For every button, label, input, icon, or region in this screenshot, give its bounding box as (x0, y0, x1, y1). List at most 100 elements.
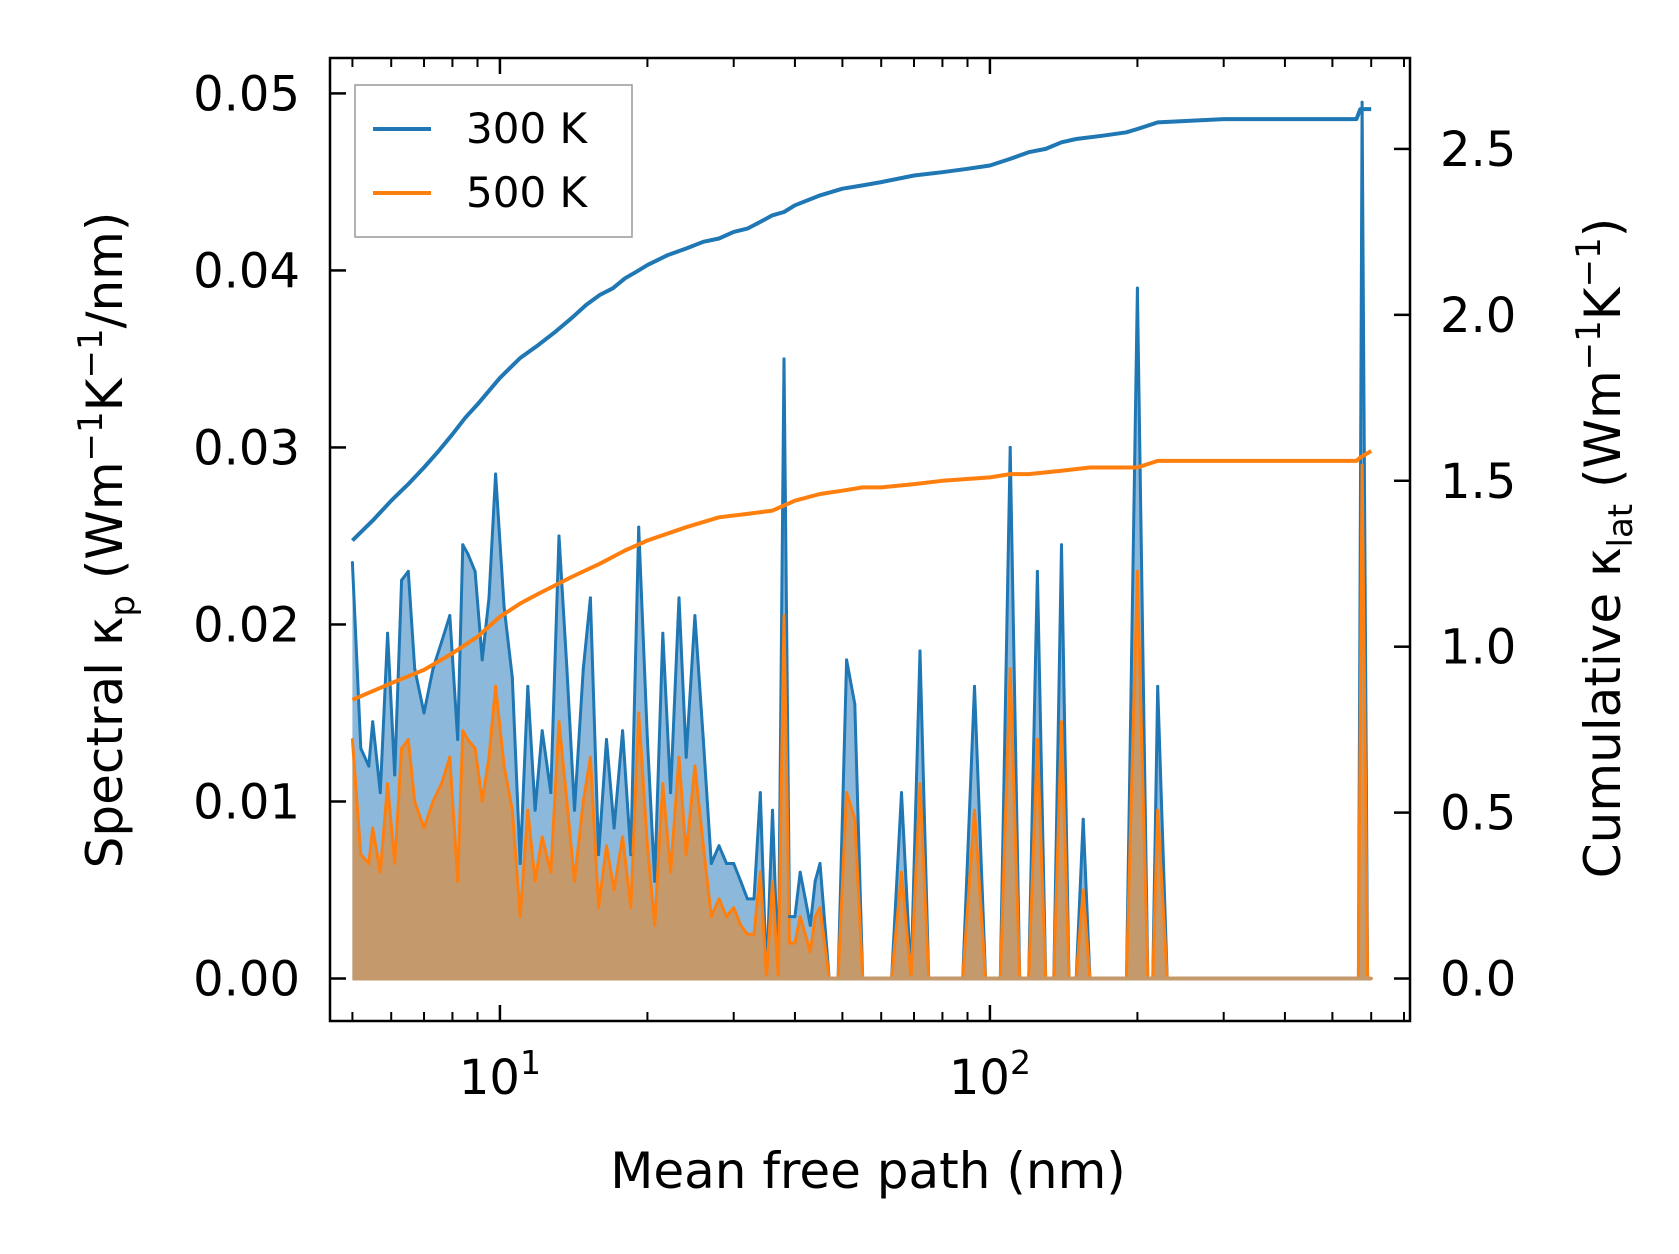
y-right-tick-label-4: 2.0 (1440, 288, 1516, 344)
spectral-300k-point-65 (818, 862, 822, 865)
spectral-500k-point-46 (701, 844, 705, 848)
spectral-300k-point-50 (732, 862, 736, 865)
spectral-300k-point-68 (845, 658, 849, 662)
spectral-500k-point-43 (677, 755, 681, 759)
spectral-500k-point-87 (1035, 738, 1039, 741)
spectral-300k-point-36 (621, 729, 625, 733)
spectral-300k-point-100 (1156, 684, 1160, 688)
spectral-300k-point-24 (526, 684, 530, 688)
spectral-500k-point-65 (818, 906, 822, 910)
spectral-500k-point-35 (612, 888, 616, 892)
spectral-300k-point-18 (480, 658, 484, 662)
spectral-500k-line (350, 463, 1372, 980)
spectral-300k-point-87 (1035, 569, 1039, 573)
spectral-500k-point-76 (918, 782, 922, 786)
spectral-300k-point-13 (448, 614, 452, 618)
spectral-500k-point-84 (1008, 667, 1012, 671)
x-axis-label: Mean free path (nm) (610, 1142, 1126, 1200)
y-right-tick-label-2: 1.0 (1440, 620, 1516, 676)
spectral-500k-point-42 (669, 870, 673, 874)
spectral-300k-point-12 (440, 640, 443, 644)
spectral-300k-point-16 (466, 552, 470, 556)
y-right-tick-label-5: 2.5 (1440, 122, 1516, 178)
spectral-300k-point-51 (739, 879, 743, 883)
spectral-500k-point-11 (431, 800, 435, 803)
y-left-tick-label-2: 0.02 (193, 597, 300, 653)
spectral-300k-point-43 (677, 596, 681, 600)
spectral-500k-point-64 (813, 915, 817, 919)
spectral-300k-point-45 (693, 614, 697, 618)
spectral-500k-point-7 (400, 746, 404, 750)
spectral-500k-point-26 (540, 835, 544, 839)
spectral-500k-point-8 (406, 738, 410, 741)
spectral-300k-point-6 (393, 773, 397, 777)
spectral-300k-point-22 (510, 676, 514, 680)
spectral-300k-point-0 (350, 561, 354, 564)
spectral-500k-point-4 (378, 870, 382, 874)
spectral-300k-point-52 (745, 897, 749, 901)
spectral-300k-point-32 (588, 596, 592, 600)
spectral-500k-point-33 (597, 906, 601, 910)
spectral-300k-point-39 (645, 738, 649, 741)
legend: 300 K 500 K (354, 84, 633, 238)
spectral-500k-point-39 (645, 844, 649, 848)
spectral-300k-point-93 (1081, 817, 1085, 821)
spectral-300k-point-25 (533, 808, 537, 812)
spectral-500k-point-36 (621, 835, 625, 839)
spectral-300k-point-31 (581, 667, 585, 671)
x-tick-label-1: 102 (949, 1043, 1031, 1106)
spectral-300k-point-53 (752, 897, 756, 901)
axes-frame (328, 56, 1412, 1023)
spectral-500k-point-16 (466, 738, 470, 741)
spectral-500k-point-38 (637, 711, 641, 715)
spectral-300k-point-5 (386, 631, 390, 635)
spectral-300k-point-107 (1360, 100, 1364, 104)
spectral-500k-point-28 (557, 720, 561, 724)
spectral-300k-point-26 (540, 729, 544, 733)
spectral-300k-point-63 (808, 923, 812, 927)
spectral-300k-point-3 (371, 720, 375, 724)
spectral-500k-point-107 (1360, 463, 1364, 467)
spectral-300k-point-48 (717, 844, 721, 848)
spectral-300k-point-44 (684, 755, 688, 759)
spectral-500k-point-17 (473, 746, 477, 750)
spectral-500k-point-68 (845, 791, 849, 795)
spectral-300k-point-29 (565, 667, 569, 671)
spectral-300k-point-15 (461, 543, 465, 547)
spectral-300k-point-30 (573, 808, 576, 812)
spectral-300k-point-47 (709, 862, 713, 865)
spectral-300k-point-8 (406, 569, 410, 573)
spectral-300k-point-35 (612, 826, 616, 830)
spectral-500k-point-63 (808, 950, 812, 954)
spectral-500k-point-47 (709, 915, 713, 919)
spectral-500k-point-53 (752, 932, 756, 936)
spectral-500k-point-90 (1060, 720, 1063, 724)
spectral-500k-point-10 (422, 826, 426, 830)
spectral-300k-point-37 (629, 853, 633, 857)
x-tick-label-0: 101 (459, 1043, 541, 1106)
spectral-300k-point-58 (782, 357, 786, 361)
spectral-500k-point-29 (565, 800, 569, 803)
spectral-500k-point-56 (771, 879, 774, 883)
spectral-500k-point-3 (371, 826, 375, 830)
y-right-tick-label-1: 0.5 (1440, 786, 1516, 842)
spectral-500k-point-22 (510, 808, 514, 812)
spectral-300k-point-56 (771, 808, 774, 812)
spectral-500k-point-2 (367, 862, 371, 865)
spectral-300k-point-19 (487, 596, 491, 600)
spectral-500k-point-32 (588, 755, 592, 759)
spectral-500k-point-37 (629, 906, 633, 910)
spectral-300k-point-28 (557, 534, 561, 538)
spectral-500k-point-0 (350, 738, 354, 741)
y-axis-left-label: Spectral κp (Wm−1K−1/nm) (71, 212, 143, 869)
spectral-300k-point-46 (701, 738, 705, 741)
spectral-500k-point-49 (725, 915, 728, 919)
y-left-tick-label-1: 0.01 (193, 774, 300, 830)
spectral-300k-point-4 (378, 791, 382, 795)
spectral-500k-point-97 (1135, 569, 1139, 573)
spectral-300k-point-11 (431, 667, 435, 671)
spectral-500k-point-14 (456, 879, 460, 883)
spectral-500k-point-41 (661, 782, 665, 786)
